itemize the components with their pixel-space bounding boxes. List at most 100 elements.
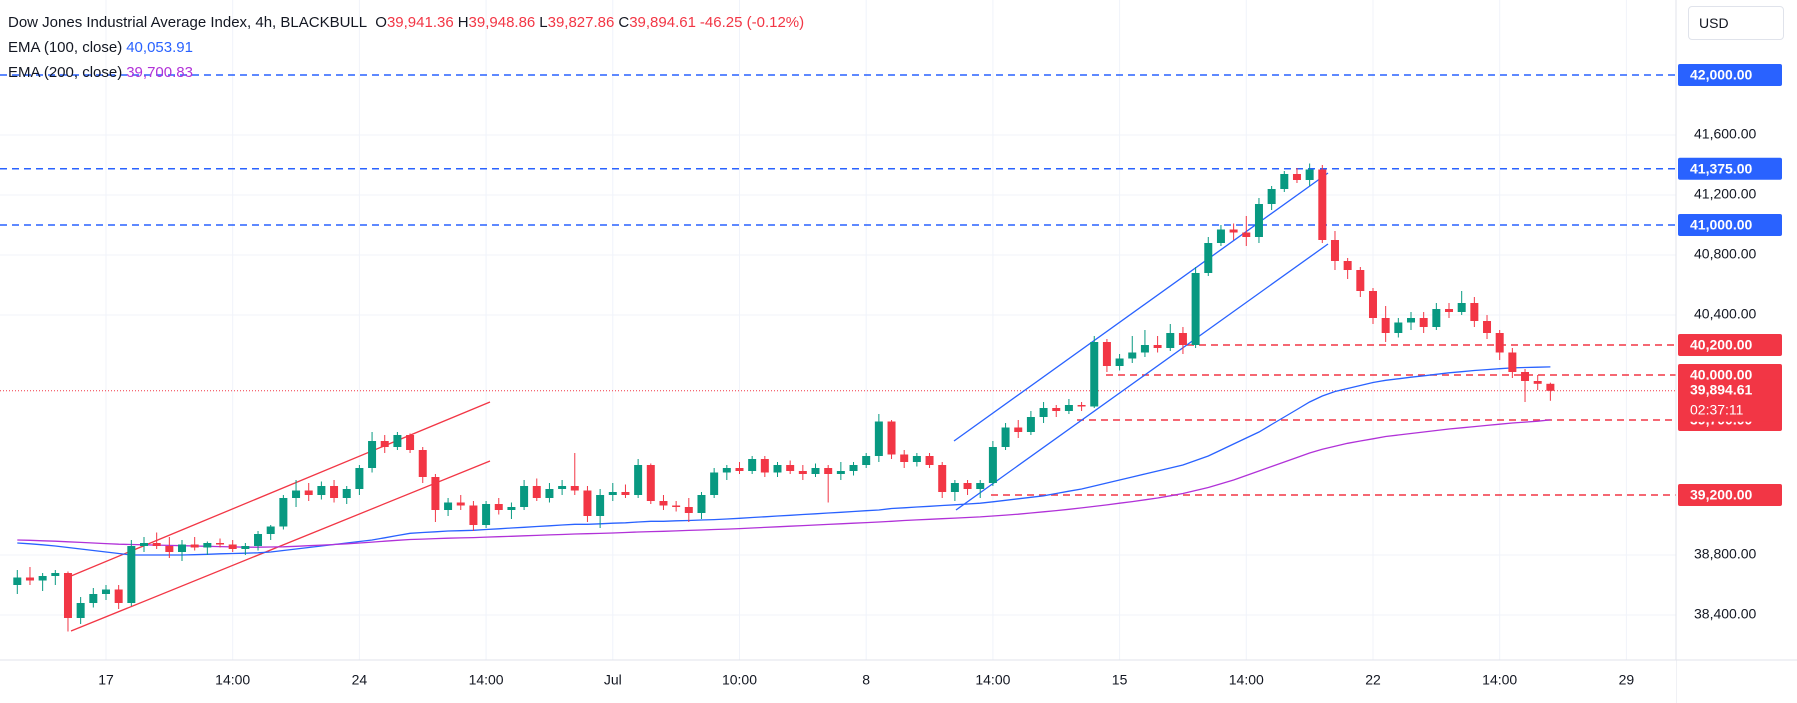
candle-body <box>520 486 529 507</box>
candle-body <box>748 459 757 471</box>
price-tag <box>1678 64 1782 86</box>
candle-body <box>1077 405 1086 407</box>
drawings <box>70 172 1329 632</box>
candle-body <box>950 483 959 492</box>
candle-body <box>1318 169 1327 240</box>
candle-body <box>279 498 288 527</box>
candle-body <box>634 465 643 495</box>
candle-body <box>203 543 212 548</box>
candle-body <box>545 489 554 498</box>
x-tick-label: 10:00 <box>722 672 757 688</box>
channel-line <box>70 401 491 577</box>
ohlc-key: L <box>539 14 548 31</box>
candle-body <box>1229 229 1238 233</box>
x-tick-label: 8 <box>862 672 870 688</box>
candle-body <box>1216 229 1225 243</box>
ohlc-value: 39,941.36 <box>386 14 454 31</box>
candle-body <box>1026 417 1035 432</box>
candle-body <box>393 435 402 447</box>
candle-body <box>1191 273 1200 345</box>
candle-body <box>570 486 579 491</box>
candle-body <box>811 468 820 474</box>
ohlc-value: 39,948.86 <box>468 14 536 31</box>
y-tick-label: 38,800.00 <box>1694 546 1756 562</box>
candle-body <box>925 456 934 465</box>
candle-body <box>355 468 364 489</box>
ema-line <box>17 419 1551 548</box>
price-tag <box>1678 214 1782 236</box>
price-tag-label: 41,375.00 <box>1690 160 1752 176</box>
candle-body <box>1280 174 1289 189</box>
y-tick-label: 41,600.00 <box>1694 126 1756 142</box>
candle-body <box>1457 303 1466 312</box>
price-tag <box>1678 484 1782 506</box>
candle-body <box>1102 342 1111 366</box>
countdown-label: 02:37:11 <box>1690 402 1744 418</box>
candle-body <box>1153 345 1162 348</box>
candle-body <box>596 495 605 516</box>
candle-body <box>621 492 630 495</box>
candle-body <box>1381 318 1390 333</box>
levels <box>0 74 1676 496</box>
candle-body <box>786 465 795 471</box>
candle-body <box>63 573 72 618</box>
candle-body <box>89 594 98 603</box>
candle-body <box>494 504 503 510</box>
candle-body <box>140 543 148 546</box>
candle-body <box>152 543 161 546</box>
y-tick-label: 40,400.00 <box>1694 306 1756 322</box>
candle-body <box>1242 232 1251 237</box>
candle-body <box>76 603 85 618</box>
x-tick-label: 14:00 <box>1482 672 1517 688</box>
candle-body <box>165 546 174 552</box>
candle-body <box>912 456 921 462</box>
candle-body <box>1292 174 1301 180</box>
candle-body <box>1356 270 1365 291</box>
candle-body <box>1445 309 1454 312</box>
candle-body <box>1254 204 1263 237</box>
ohlc-key: O <box>375 14 387 31</box>
candle-body <box>836 471 845 474</box>
candle-body <box>1432 309 1441 327</box>
ema-name: EMA (100, close) <box>8 39 123 56</box>
channel-line <box>953 172 1329 442</box>
currency-button[interactable]: USD <box>1688 6 1784 40</box>
candle-body <box>406 435 415 450</box>
candle-body <box>456 502 465 506</box>
candle-body <box>1508 352 1517 372</box>
candle-body <box>330 486 339 498</box>
candle-body <box>1128 352 1137 359</box>
price-tag-label: 40,000.00 <box>1690 367 1752 383</box>
candle-body <box>1407 318 1415 323</box>
time-axis <box>0 660 1676 703</box>
candle-body <box>1368 291 1377 318</box>
candle-body <box>1166 333 1175 348</box>
candle-body <box>1394 322 1403 333</box>
candle-body <box>760 459 769 473</box>
candle-body <box>1267 189 1276 204</box>
candle-body <box>444 502 453 510</box>
candle-body <box>1014 427 1023 432</box>
candle-body <box>13 577 22 585</box>
candle-body <box>25 577 34 581</box>
candle-body <box>583 490 592 516</box>
x-tick-label: 29 <box>1619 672 1635 688</box>
candle-body <box>1090 342 1099 407</box>
candle-body <box>368 441 377 468</box>
candle-body <box>938 465 947 492</box>
candle-body <box>1330 240 1339 261</box>
axis-labels: 38,400.00 38,800.00 40,400.00 40,800.00 41,2… <box>98 64 1782 688</box>
candle-body <box>1533 381 1542 384</box>
grid <box>0 0 1676 660</box>
ema-name: EMA (200, close) <box>8 64 123 81</box>
x-tick-label: 22 <box>1365 672 1381 688</box>
candle-body <box>469 505 478 525</box>
candle-body <box>254 534 263 546</box>
price-tag <box>1678 334 1782 356</box>
candle-body <box>101 589 110 594</box>
candle-body <box>874 421 883 456</box>
candle-body <box>1064 405 1073 411</box>
candle-body <box>824 468 833 474</box>
channel-line <box>70 460 491 632</box>
